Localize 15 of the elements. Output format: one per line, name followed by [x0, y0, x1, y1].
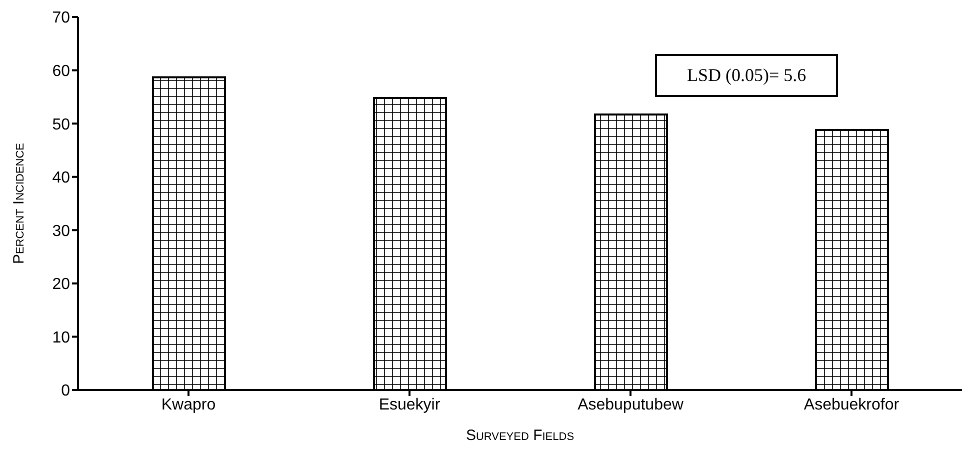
x-tick-label: Kwapro — [161, 396, 216, 414]
y-tick-label: 40 — [52, 170, 70, 187]
x-tick-label: Asebuputubew — [578, 396, 684, 414]
y-tick-label: 50 — [52, 116, 70, 134]
y-axis-title: Percent Incidence — [10, 142, 28, 264]
x-tick-label: Esuekyir — [378, 396, 441, 414]
y-tick-label: 70 — [52, 10, 70, 27]
y-tick-label: 30 — [52, 222, 70, 240]
y-tick-label: 20 — [52, 276, 70, 294]
y-tick-label: 60 — [52, 62, 70, 80]
x-axis-title: Surveyed Fields — [466, 427, 574, 444]
y-tick-label: 10 — [52, 329, 70, 346]
x-tick-label: Asebuekrofor — [804, 396, 900, 414]
y-tick-label: 0 — [61, 382, 70, 400]
note-box: LSD (0.05)= 5.6 — [655, 54, 838, 97]
